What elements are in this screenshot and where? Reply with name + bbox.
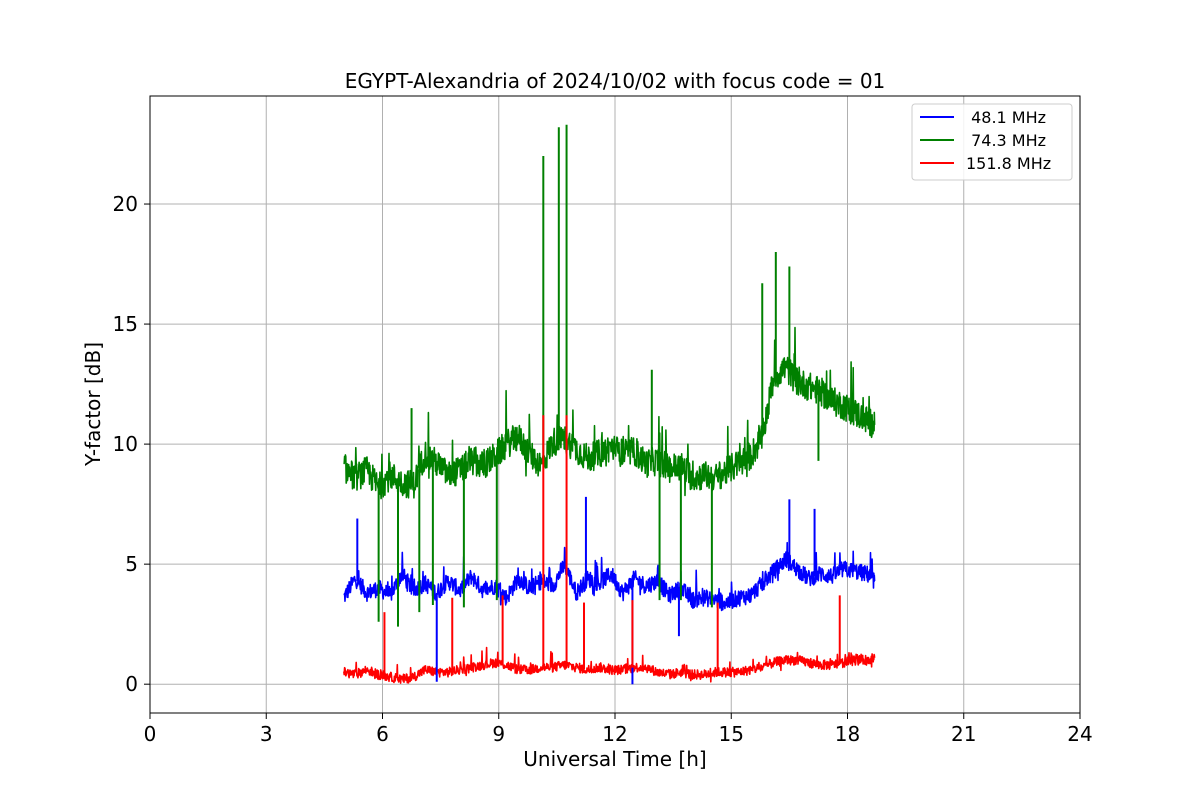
x-tick-label: 15 [719, 722, 744, 746]
y-axis-label: Y-factor [dB] [81, 342, 105, 467]
x-axis-ticks: 0 3 6 9 12 15 18 21 24 [144, 713, 1093, 746]
x-tick-label: 9 [492, 722, 505, 746]
y-axis-ticks: 0 5 10 15 20 [113, 192, 150, 696]
y-tick-label: 10 [113, 432, 138, 456]
series-3 [343, 646, 876, 684]
x-tick-label: 0 [144, 722, 157, 746]
x-tick-label: 21 [951, 722, 976, 746]
y-tick-label: 15 [113, 312, 138, 336]
chart-title: EGYPT-Alexandria of 2024/10/02 with focu… [345, 69, 886, 93]
legend: 48.1 MHz 74.3 MHz 151.8 MHz [911, 103, 1073, 181]
spikes [356, 124, 841, 685]
y-tick-label: 20 [113, 192, 138, 216]
x-tick-label: 12 [602, 722, 627, 746]
series-layer [343, 124, 876, 685]
x-tick-label: 24 [1067, 722, 1092, 746]
legend-box [911, 103, 1073, 181]
x-tick-label: 6 [376, 722, 389, 746]
legend-label: 74.3 MHz [966, 131, 1046, 150]
legend-label: 151.8 MHz [966, 154, 1051, 173]
x-tick-label: 3 [260, 722, 273, 746]
x-axis-label: Universal Time [h] [523, 747, 706, 771]
y-tick-label: 5 [125, 552, 138, 576]
series-line [343, 646, 876, 684]
y-tick-label: 0 [125, 672, 138, 696]
x-tick-label: 18 [835, 722, 860, 746]
legend-label: 48.1 MHz [966, 108, 1046, 127]
